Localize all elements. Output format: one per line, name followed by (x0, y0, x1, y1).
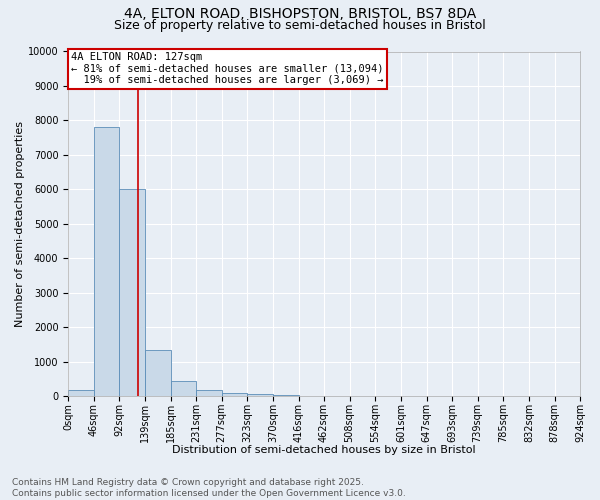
Bar (94, 128, 119, 396)
Bar (145, 350, 170, 397)
Y-axis label: Number of semi-detached properties: Number of semi-detached properties (15, 121, 25, 327)
Text: Contains HM Land Registry data © Crown copyright and database right 2025.
Contai: Contains HM Land Registry data © Crown c… (12, 478, 406, 498)
Text: Size of property relative to semi-detached houses in Bristol: Size of property relative to semi-detach… (114, 19, 486, 32)
X-axis label: Distribution of semi-detached houses by size in Bristol: Distribution of semi-detached houses by … (172, 445, 476, 455)
Bar (221, 393, 247, 396)
Bar (68, 390, 94, 396)
Text: 4A ELTON ROAD: 127sqm
← 81% of semi-detached houses are smaller (13,094)
  19% o: 4A ELTON ROAD: 127sqm ← 81% of semi-deta… (71, 52, 383, 86)
Bar (196, 390, 221, 396)
Bar (247, 394, 273, 396)
Bar (119, 190, 145, 396)
Text: 4A, ELTON ROAD, BISHOPSTON, BRISTOL, BS7 8DA: 4A, ELTON ROAD, BISHOPSTON, BRISTOL, BS7… (124, 8, 476, 22)
Bar (170, 381, 196, 396)
